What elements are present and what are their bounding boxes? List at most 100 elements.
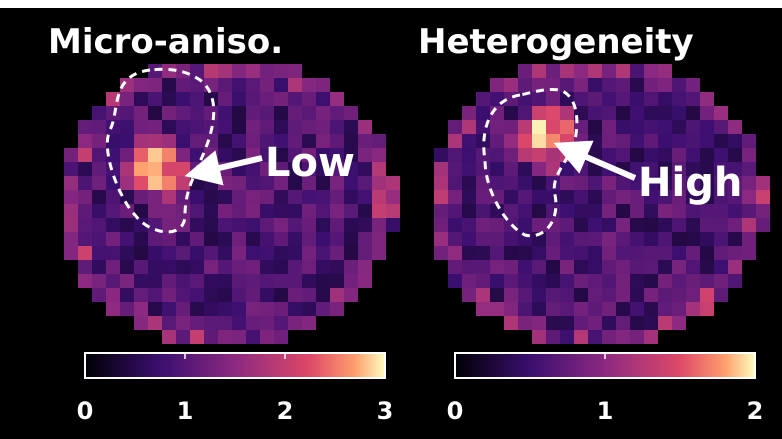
pixel [616, 302, 630, 316]
pixel [148, 162, 162, 176]
pixel [218, 190, 232, 204]
pixel [700, 92, 714, 106]
pixel [602, 232, 616, 246]
pixel [616, 260, 630, 274]
pixel [574, 218, 588, 232]
pixel [574, 302, 588, 316]
pixel [92, 148, 106, 162]
pixel [532, 274, 546, 288]
pixel [148, 148, 162, 162]
pixel [490, 232, 504, 246]
pixel [92, 274, 106, 288]
pixel [560, 190, 574, 204]
pixel [742, 232, 756, 246]
pixel [574, 162, 588, 176]
pixel [344, 218, 358, 232]
pixel [504, 148, 518, 162]
pixel [162, 232, 176, 246]
pixel [316, 78, 330, 92]
pixel [644, 316, 658, 330]
pixel [742, 162, 756, 176]
pixel [344, 120, 358, 134]
pixel [546, 106, 560, 120]
pixel [218, 176, 232, 190]
pixel [448, 162, 462, 176]
pixel [64, 204, 78, 218]
pixel [756, 176, 770, 190]
panel-title: Micro-aniso. [48, 22, 283, 62]
pixel [602, 316, 616, 330]
pixel [288, 120, 302, 134]
pixel [190, 134, 204, 148]
pixel [218, 232, 232, 246]
pixel [476, 274, 490, 288]
pixel [504, 260, 518, 274]
pixel [658, 274, 672, 288]
pixel [176, 246, 190, 260]
pixel [742, 176, 756, 190]
pixel [742, 204, 756, 218]
pixel [344, 288, 358, 302]
pixel [630, 218, 644, 232]
pixel [616, 330, 630, 344]
pixel [260, 92, 274, 106]
pixel [358, 232, 372, 246]
pixel [714, 274, 728, 288]
pixel [162, 274, 176, 288]
pixel [686, 78, 700, 92]
pixel [616, 134, 630, 148]
pixel [190, 106, 204, 120]
pixel [288, 316, 302, 330]
pixel [204, 176, 218, 190]
pixel [644, 218, 658, 232]
pixel [218, 134, 232, 148]
pixel [714, 260, 728, 274]
pixel [246, 302, 260, 316]
pixel [742, 218, 756, 232]
pixel [672, 218, 686, 232]
pixel [358, 134, 372, 148]
pixel [232, 288, 246, 302]
pixel [120, 260, 134, 274]
pixel [190, 316, 204, 330]
pixel [246, 288, 260, 302]
pixel [330, 204, 344, 218]
pixel [686, 288, 700, 302]
pixel [616, 120, 630, 134]
pixel [476, 190, 490, 204]
pixel [190, 246, 204, 260]
pixel [616, 78, 630, 92]
pixel [232, 176, 246, 190]
pixel [372, 190, 386, 204]
pixel [246, 316, 260, 330]
pixel [504, 120, 518, 134]
pixel [260, 316, 274, 330]
pixel [246, 64, 260, 78]
pixel [302, 246, 316, 260]
pixel [218, 78, 232, 92]
pixel [134, 162, 148, 176]
pixel [602, 274, 616, 288]
pixel [302, 260, 316, 274]
panel-title: Heterogeneity [418, 22, 694, 62]
pixel [232, 134, 246, 148]
pixel [490, 302, 504, 316]
pixel [162, 120, 176, 134]
pixel [560, 274, 574, 288]
pixel [756, 204, 770, 218]
pixel [288, 204, 302, 218]
pixel [448, 218, 462, 232]
pixel [330, 120, 344, 134]
pixel [658, 78, 672, 92]
pixel [218, 218, 232, 232]
pixel [532, 218, 546, 232]
pixel [218, 120, 232, 134]
pixel [518, 260, 532, 274]
pixel [728, 218, 742, 232]
pixel [462, 190, 476, 204]
pixel [260, 64, 274, 78]
pixel [448, 148, 462, 162]
pixel [78, 190, 92, 204]
pixel [358, 120, 372, 134]
pixel [218, 302, 232, 316]
